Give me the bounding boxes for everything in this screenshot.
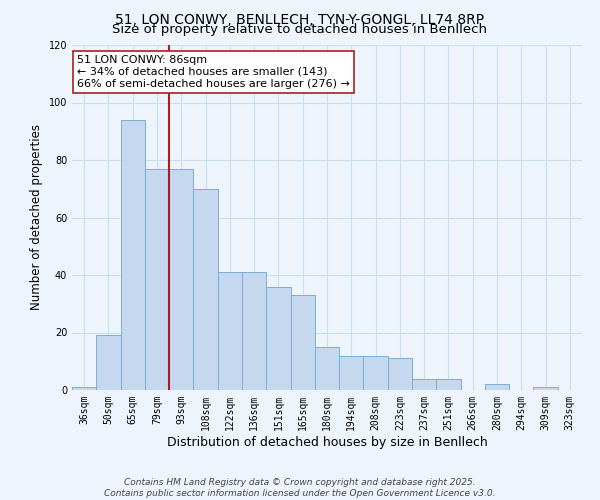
Bar [388, 358, 412, 390]
Bar [121, 120, 145, 390]
Y-axis label: Number of detached properties: Number of detached properties [30, 124, 43, 310]
Bar [533, 387, 558, 390]
Bar [169, 168, 193, 390]
Bar [412, 378, 436, 390]
Text: Contains HM Land Registry data © Crown copyright and database right 2025.
Contai: Contains HM Land Registry data © Crown c… [104, 478, 496, 498]
Bar [218, 272, 242, 390]
Text: 51 LON CONWY: 86sqm
← 34% of detached houses are smaller (143)
66% of semi-detac: 51 LON CONWY: 86sqm ← 34% of detached ho… [77, 56, 350, 88]
Bar [315, 347, 339, 390]
Text: 51, LON CONWY, BENLLECH, TYN-Y-GONGL, LL74 8RP: 51, LON CONWY, BENLLECH, TYN-Y-GONGL, LL… [115, 12, 485, 26]
Bar [72, 387, 96, 390]
Bar [96, 336, 121, 390]
Bar [290, 295, 315, 390]
Bar [145, 168, 169, 390]
Bar [266, 286, 290, 390]
Bar [242, 272, 266, 390]
Text: Size of property relative to detached houses in Benllech: Size of property relative to detached ho… [113, 22, 487, 36]
Bar [193, 188, 218, 390]
Bar [436, 378, 461, 390]
Bar [364, 356, 388, 390]
Bar [485, 384, 509, 390]
Bar [339, 356, 364, 390]
X-axis label: Distribution of detached houses by size in Benllech: Distribution of detached houses by size … [167, 436, 487, 448]
